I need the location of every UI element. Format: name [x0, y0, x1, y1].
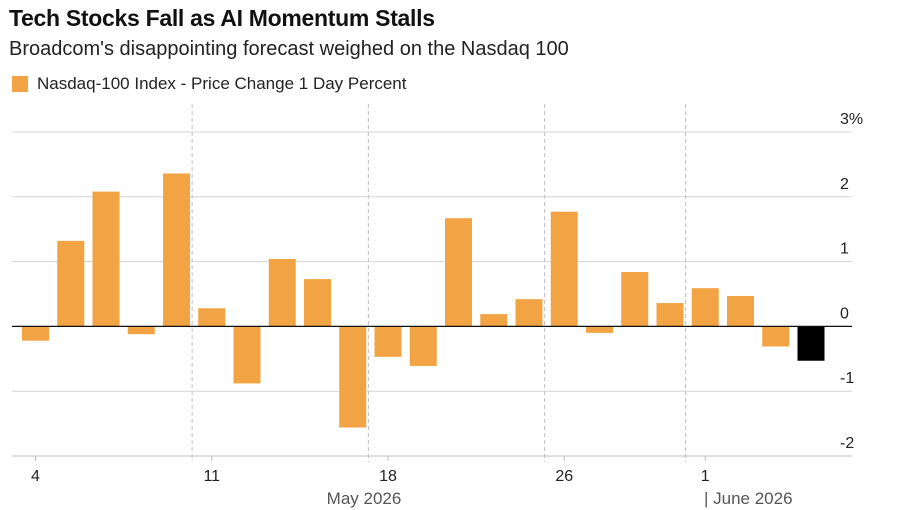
legend: Nasdaq-100 Index - Price Change 1 Day Pe…	[12, 74, 406, 94]
y-tick-label: -2	[840, 435, 854, 452]
bars	[22, 173, 825, 428]
month-label: May 2026	[327, 489, 402, 508]
x-tick-label: 1	[701, 468, 710, 485]
legend-label: Nasdaq-100 Index - Price Change 1 Day Pe…	[37, 74, 407, 93]
x-tick-label: 11	[203, 468, 220, 485]
y-tick-label: 2	[840, 176, 849, 193]
y-axis-labels: 3% 2 1 0 -1 -2	[840, 111, 863, 452]
x-tick-label: 4	[31, 468, 40, 485]
x-axis: 4 11 18 26 1 May 2026 | June 2026	[31, 456, 793, 508]
bar	[268, 259, 296, 327]
bar	[233, 326, 261, 384]
chart-title: Tech Stocks Fall as AI Momentum Stalls	[9, 5, 435, 31]
bar	[621, 271, 649, 327]
month-label: | June 2026	[704, 489, 793, 508]
bar	[797, 326, 825, 361]
legend-swatch	[12, 76, 28, 92]
bar	[445, 218, 472, 327]
bar	[550, 211, 578, 327]
bar	[57, 240, 85, 327]
x-tick-label: 18	[379, 468, 397, 485]
bar	[374, 326, 402, 357]
bar	[656, 303, 684, 327]
bar	[409, 326, 437, 366]
bar	[22, 326, 49, 341]
bar	[92, 191, 120, 327]
bar	[515, 299, 543, 327]
bar	[480, 314, 508, 327]
y-tick-label: 1	[840, 241, 849, 258]
bar	[691, 288, 719, 327]
bar	[163, 173, 190, 327]
gridlines	[12, 131, 852, 457]
bar	[727, 295, 754, 327]
bar	[586, 326, 613, 333]
x-tick-label: 26	[555, 468, 573, 485]
y-tick-label: -1	[840, 370, 854, 387]
bar	[339, 326, 367, 428]
y-tick-label: 3%	[840, 111, 863, 128]
bar	[762, 326, 790, 347]
bar	[198, 308, 226, 327]
week-separators	[191, 104, 687, 462]
y-tick-label: 0	[840, 305, 849, 322]
bar	[127, 326, 155, 335]
chart-subtitle: Broadcom's disappointing forecast weighe…	[9, 38, 569, 60]
bar	[304, 279, 331, 327]
